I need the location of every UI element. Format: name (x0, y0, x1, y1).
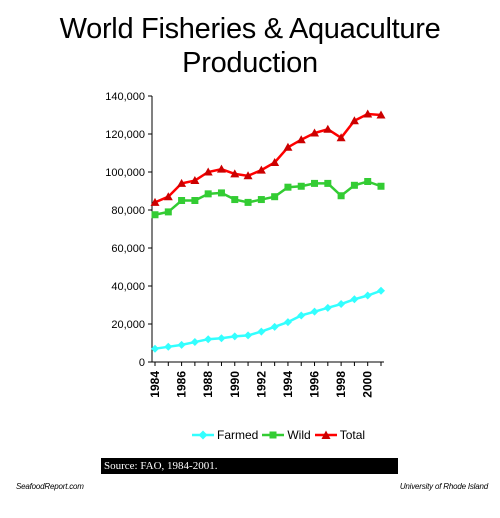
y-tick-label: 20,000 (111, 319, 145, 331)
legend-label-wild: Wild (287, 428, 311, 442)
data-point-wild (204, 190, 212, 198)
data-point-wild (217, 189, 225, 197)
data-point-farmed (350, 295, 359, 304)
y-tick-label: 0 (139, 357, 145, 369)
legend-swatch-total (314, 430, 337, 439)
series-line-wild (154, 180, 382, 216)
data-point-total (230, 169, 240, 178)
y-tick-label: 80,000 (111, 205, 145, 217)
data-point-farmed (177, 340, 186, 349)
data-point-total (283, 142, 293, 151)
x-tick-label: 1990 (228, 371, 242, 398)
data-point-farmed (270, 322, 279, 331)
data-point-wild (257, 196, 265, 204)
data-point-farmed (217, 334, 226, 343)
x-tick-label: 1994 (281, 371, 295, 398)
data-point-farmed (283, 318, 292, 327)
x-tick-label: 1996 (308, 371, 322, 398)
data-point-wild (271, 193, 279, 201)
legend-swatch-wild (262, 431, 285, 439)
data-point-wild (151, 211, 159, 219)
series-line-total (154, 112, 382, 204)
x-tick-label: 1984 (148, 371, 162, 398)
y-tick-label: 120,000 (105, 129, 145, 141)
x-tick-label: 1992 (254, 371, 268, 398)
x-tick-label: 2000 (361, 371, 375, 398)
data-point-wild (164, 208, 172, 216)
line-chart: 0 20,000 40,000 60,000 80,000 100,000 120,000 1… (105, 91, 386, 398)
data-point-farmed (151, 344, 159, 353)
legend-item-farmed: Farmed (192, 428, 258, 442)
data-point-farmed (363, 291, 372, 300)
data-point-farmed (377, 286, 385, 295)
data-point-farmed (337, 300, 346, 309)
y-tick-label: 40,000 (111, 281, 145, 293)
data-point-farmed (297, 311, 306, 320)
data-point-total (296, 135, 306, 144)
data-point-wild (297, 182, 305, 190)
data-point-total (363, 109, 373, 118)
data-point-farmed (230, 332, 239, 341)
y-tick-label: 140,000 (105, 91, 145, 103)
chart-title-line-1: World Fisheries & Aquaculture (59, 13, 441, 45)
legend-swatch-farmed (192, 430, 214, 440)
data-point-wild (231, 196, 239, 204)
legend: Farmed Wild Total (192, 427, 369, 443)
data-point-farmed (244, 331, 253, 340)
data-point-wild (284, 183, 292, 191)
data-point-wild (311, 179, 319, 187)
x-tick-label: 1988 (201, 371, 215, 398)
data-point-total (349, 116, 359, 125)
data-point-farmed (323, 303, 332, 312)
data-point-farmed (310, 307, 319, 316)
data-point-total (203, 167, 213, 176)
data-point-wild (191, 197, 199, 204)
data-point-total (216, 164, 226, 173)
data-point-wild (364, 178, 372, 185)
chart-title: World Fisheries & Aquaculture Production (0, 12, 500, 80)
data-point-total (376, 110, 386, 119)
legend-label-farmed: Farmed (217, 428, 259, 442)
data-point-total (150, 197, 160, 206)
data-point-wild (350, 181, 358, 189)
data-point-total (336, 133, 346, 142)
legend-label-total: Total (339, 428, 366, 442)
data-point-wild (178, 197, 186, 204)
data-point-total (323, 124, 333, 133)
data-point-farmed (190, 338, 199, 347)
data-point-farmed (257, 327, 266, 336)
x-tick-label: 1986 (175, 371, 189, 398)
footer-university: University of Rhode Island (399, 482, 488, 491)
data-point-total (190, 176, 200, 185)
data-point-wild (337, 192, 345, 200)
data-point-wild (244, 198, 252, 206)
data-point-farmed (164, 342, 173, 351)
x-tick-label: 1998 (334, 371, 348, 398)
chart-title-line-2: Production (182, 47, 318, 79)
data-point-total (256, 165, 266, 174)
data-point-wild (377, 182, 385, 190)
data-point-total (177, 178, 187, 187)
footer-website: SeafoodReport.com (16, 482, 84, 491)
data-point-wild (324, 179, 332, 187)
legend-item-total: Total (314, 428, 366, 442)
y-tick-label: 60,000 (111, 243, 145, 255)
y-tick-label: 100,000 (105, 167, 145, 179)
source-note: Source: FAO, 1984-2001. (101, 458, 398, 474)
legend-item-wild: Wild (262, 428, 311, 442)
data-point-total (270, 158, 280, 166)
data-point-farmed (204, 335, 213, 344)
series-line-farmed (154, 289, 382, 350)
data-point-total (310, 128, 320, 137)
data-point-total (243, 171, 253, 180)
data-point-total (163, 192, 173, 201)
